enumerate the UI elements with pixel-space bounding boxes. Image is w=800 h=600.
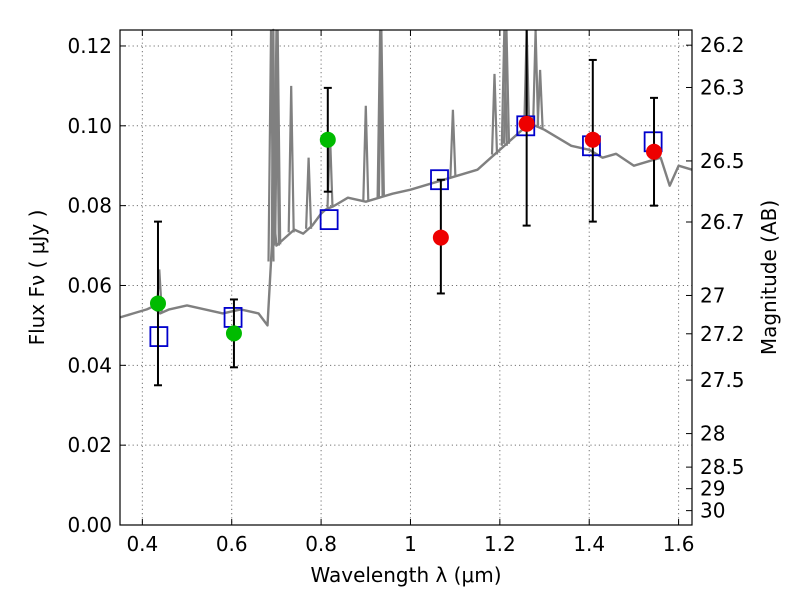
y-tick-label: 0.10 bbox=[67, 114, 112, 138]
right-tick-label: 26.5 bbox=[700, 149, 745, 173]
right-tick-label: 26.7 bbox=[700, 210, 745, 234]
x-tick-label: 0.6 bbox=[216, 532, 248, 556]
x-tick-label: 0.4 bbox=[126, 532, 158, 556]
right-axis-label: Magnitude (AB) bbox=[757, 200, 781, 355]
right-tick-label: 29 bbox=[700, 477, 725, 501]
model-emission-line bbox=[536, 69, 544, 128]
model-box-point bbox=[430, 169, 449, 191]
model-emission-line bbox=[362, 105, 370, 202]
model-emission-line bbox=[490, 73, 499, 155]
right-tick-label: 26.3 bbox=[700, 75, 745, 99]
right-tick-label: 26.2 bbox=[700, 33, 745, 57]
model-spectrum bbox=[119, 28, 693, 327]
right-tick-label: 27.2 bbox=[700, 322, 745, 346]
axis-ticks: 0.4 0.6 0.8 1 1.2 1.4 1.6 0.00 0.02 0.04 0.06 0.08 0… bbox=[67, 30, 745, 556]
red-point bbox=[646, 143, 663, 160]
x-tick-label: 1.6 bbox=[663, 532, 695, 556]
x-tick-label: 1 bbox=[404, 532, 417, 556]
model-emission-line bbox=[287, 85, 295, 233]
green-point bbox=[225, 325, 242, 342]
plot-frame bbox=[119, 29, 693, 526]
right-tick-label: 30 bbox=[700, 499, 725, 523]
y-tick-label: 0.06 bbox=[67, 273, 112, 297]
right-tick-label: 27.5 bbox=[700, 368, 745, 392]
red-point bbox=[518, 115, 535, 132]
red-point bbox=[584, 131, 601, 148]
model-box-point bbox=[319, 209, 339, 231]
grid-lines bbox=[120, 30, 692, 525]
model-continuum bbox=[119, 28, 693, 327]
right-tick-label: 28 bbox=[700, 422, 725, 446]
y-tick-label: 0.00 bbox=[67, 513, 112, 537]
right-tick-label: 27 bbox=[700, 283, 725, 307]
y-tick-label: 0.08 bbox=[67, 194, 112, 218]
right-tick-label: 28.5 bbox=[700, 455, 745, 479]
data-points bbox=[149, 30, 663, 387]
model-emission-line bbox=[449, 109, 457, 178]
x-axis-label: Wavelength λ (μm) bbox=[310, 563, 501, 587]
green-point bbox=[319, 131, 336, 148]
green-point bbox=[149, 295, 166, 312]
y-tick-label: 0.02 bbox=[67, 433, 112, 457]
y-tick-label: 0.12 bbox=[67, 34, 112, 58]
red-point bbox=[432, 229, 449, 246]
x-tick-label: 0.8 bbox=[305, 532, 337, 556]
x-tick-label: 1.2 bbox=[484, 532, 516, 556]
y-tick-label: 0.04 bbox=[67, 353, 112, 377]
x-tick-label: 1.4 bbox=[573, 532, 605, 556]
model-emission-line bbox=[305, 157, 313, 229]
y-axis-label: Flux Fν ( μJy ) bbox=[25, 210, 49, 346]
